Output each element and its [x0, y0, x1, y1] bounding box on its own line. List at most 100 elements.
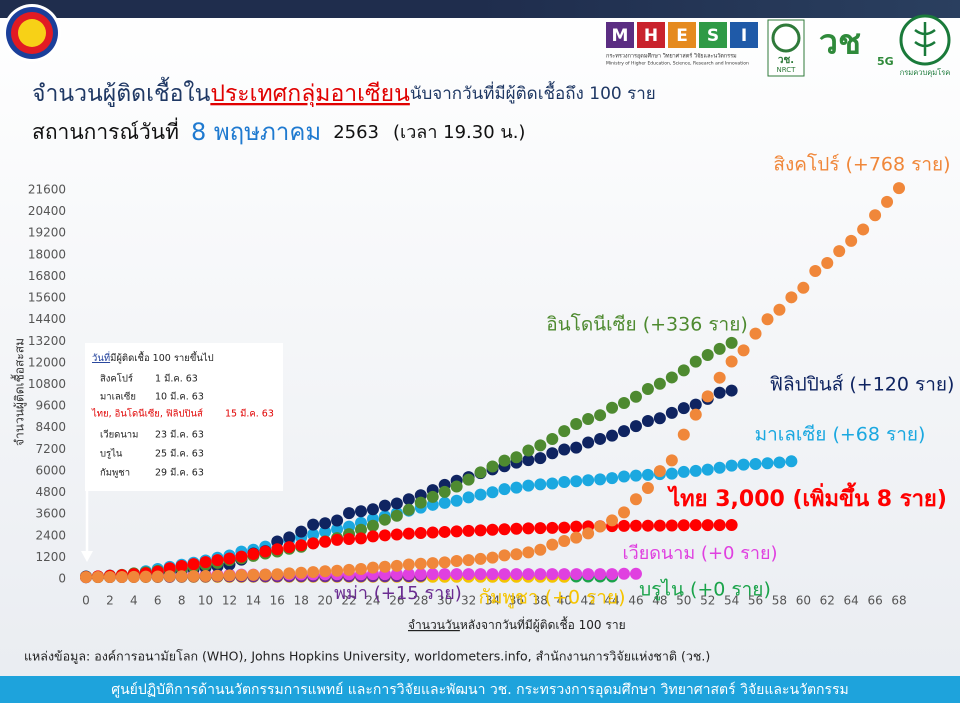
- data-point: [151, 570, 164, 583]
- data-point: [378, 529, 391, 542]
- inset-box: [85, 343, 283, 491]
- data-point: [390, 559, 403, 572]
- data-point: [354, 532, 367, 545]
- data-point: [546, 432, 559, 445]
- data-point: [414, 527, 427, 540]
- data-point: [366, 561, 379, 574]
- data-point: [546, 521, 559, 534]
- y-tick-label: 4800: [35, 485, 66, 499]
- data-point: [594, 409, 607, 422]
- data-point: [462, 491, 475, 504]
- data-point: [582, 413, 595, 426]
- data-point: [283, 541, 296, 554]
- data-point: [558, 475, 571, 488]
- series-label: สิงคโปร์ (+768 ราย): [773, 153, 950, 176]
- data-point: [115, 570, 128, 583]
- data-point: [486, 523, 499, 536]
- data-point: [546, 568, 559, 581]
- data-point: [498, 568, 511, 581]
- series-label: เวียดนาม (+0 ราย): [622, 543, 777, 564]
- data-point: [319, 525, 332, 538]
- data-point: [725, 518, 738, 531]
- y-tick-label: 10800: [28, 377, 66, 391]
- data-point: [438, 496, 451, 509]
- data-point: [354, 523, 367, 536]
- inset-date: 25 มี.ค. 63: [155, 448, 204, 460]
- data-point: [618, 397, 631, 410]
- inset-country: สิงคโปร์: [100, 373, 133, 385]
- data-point: [713, 371, 726, 384]
- data-point: [414, 557, 427, 570]
- data-point: [665, 454, 678, 467]
- y-tick-label: 9600: [35, 399, 66, 413]
- inset-title: วันที่มีผู้ติดเชื้อ 100 รายขึ้นไป: [92, 351, 214, 364]
- x-tick-label: 52: [700, 594, 715, 608]
- data-point: [366, 519, 379, 532]
- y-tick-label: 19200: [28, 226, 66, 240]
- data-point: [295, 539, 308, 552]
- data-point: [629, 567, 642, 580]
- data-point: [295, 525, 308, 538]
- data-point: [737, 344, 750, 357]
- subtitle-date: 8 พฤษภาคม: [191, 118, 321, 146]
- x-tick-label: 46: [628, 594, 643, 608]
- data-point: [653, 465, 666, 478]
- y-tick-label: 13200: [28, 334, 66, 348]
- data-point: [833, 245, 846, 258]
- data-point: [247, 548, 260, 561]
- data-point: [582, 474, 595, 487]
- inset-date: 15 มี.ค. 63: [225, 408, 274, 420]
- title-part: จำนวนผู้ติดเชื้อใน: [32, 77, 211, 107]
- data-point: [785, 455, 798, 468]
- nrct-th: วช.: [778, 55, 794, 66]
- series-label: พม่า (+15 ราย): [334, 583, 462, 604]
- data-point: [414, 496, 427, 509]
- data-point: [606, 472, 619, 485]
- data-point: [462, 524, 475, 537]
- data-point: [486, 486, 499, 499]
- asean-logo: [3, 4, 61, 62]
- data-point: [689, 355, 702, 368]
- series-label: ฟิลิปปินส์ (+120 ราย): [770, 374, 955, 396]
- data-point: [677, 364, 690, 377]
- data-point: [343, 563, 356, 576]
- data-point: [713, 342, 726, 355]
- data-point: [127, 570, 140, 583]
- data-point: [390, 497, 403, 510]
- x-tick-label: 38: [533, 594, 548, 608]
- data-point: [271, 543, 284, 556]
- data-point: [534, 522, 547, 535]
- y-tick-label: 8400: [35, 420, 66, 434]
- x-tick-label: 36: [509, 594, 524, 608]
- data-point: [629, 493, 642, 506]
- data-point: [546, 477, 559, 490]
- y-tick-label: 12000: [28, 355, 66, 369]
- inset-date: 1 มี.ค. 63: [155, 373, 198, 385]
- inset-country: ไทย, อินโดนีเซีย, ฟิลิปปินส์: [91, 408, 203, 420]
- data-point: [235, 550, 248, 563]
- data-point: [546, 538, 559, 551]
- x-tick-label: 0: [82, 594, 90, 608]
- data-point: [438, 525, 451, 538]
- data-point: [235, 569, 248, 582]
- subtitle-part: (เวลา 19.30 น.): [393, 122, 525, 143]
- x-tick-label: 22: [341, 594, 356, 608]
- data-point: [773, 303, 786, 316]
- data-point: [606, 514, 619, 527]
- subtitle-part: สถานการณ์วันที่: [32, 117, 179, 144]
- data-point: [450, 494, 463, 507]
- data-point: [594, 520, 607, 533]
- x-tick-label: 58: [772, 594, 787, 608]
- data-point: [271, 568, 284, 581]
- data-point: [570, 531, 583, 544]
- data-point: [785, 291, 798, 304]
- x-tick-label: 20: [317, 594, 332, 608]
- data-point: [510, 568, 523, 581]
- data-point: [331, 514, 344, 527]
- data-point: [223, 569, 236, 582]
- data-point: [450, 525, 463, 538]
- x-tick-label: 60: [796, 594, 811, 608]
- inset-country: กัมพูชา: [100, 468, 130, 479]
- data-point: [426, 557, 439, 570]
